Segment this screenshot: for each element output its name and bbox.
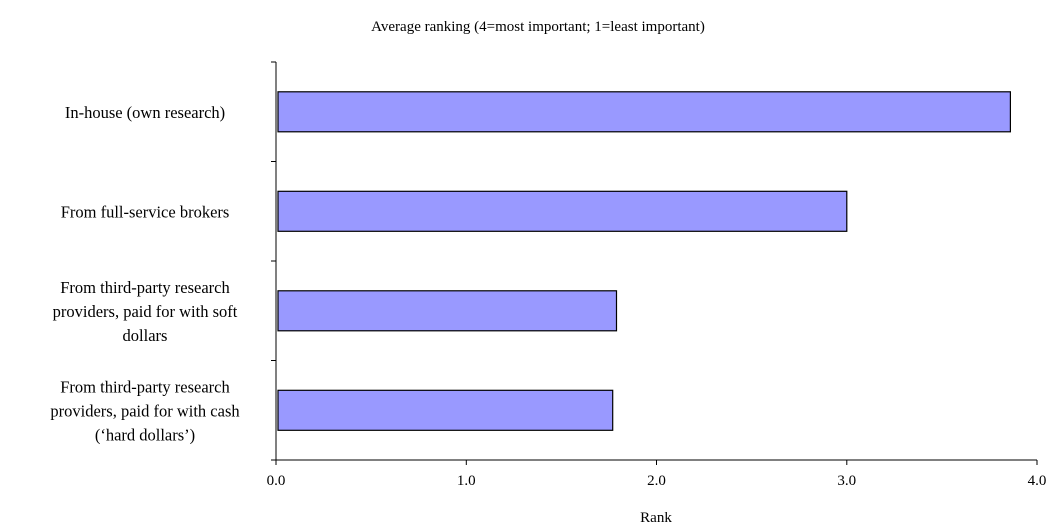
bar-3 — [277, 290, 618, 332]
x-tick-label: 0.0 — [267, 473, 286, 489]
chart-title: Average ranking (4=most important; 1=lea… — [371, 19, 705, 35]
bar-2 — [277, 190, 848, 232]
x-tick-label: 2.0 — [647, 473, 666, 489]
category-label-line: providers, paid for with soft — [53, 302, 238, 321]
category-label-3: From third-party research providers, paid… — [53, 278, 238, 345]
category-label-1: In-house (own research) — [65, 103, 225, 122]
category-label-line: From third-party research — [60, 377, 230, 396]
category-label-line: providers, paid for with cash — [50, 401, 240, 420]
bar-4 — [277, 389, 614, 431]
x-axis-title: Rank — [640, 510, 672, 526]
bar-1 — [277, 91, 1012, 133]
category-label-2: From full-service brokers — [61, 202, 230, 221]
category-label-line: dollars — [123, 326, 168, 345]
y-ticks-layer — [271, 61, 276, 461]
category-label-4: From third-party research providers, paid… — [50, 377, 240, 444]
category-labels-layer: In-house (own research) From full-service… — [50, 103, 240, 444]
bars-layer — [277, 91, 1012, 431]
x-tick-label: 1.0 — [457, 473, 476, 489]
x-tick-label: 3.0 — [837, 473, 856, 489]
category-label-line: In-house (own research) — [65, 103, 225, 122]
x-tick-label: 4.0 — [1028, 473, 1047, 489]
category-label-line: From full-service brokers — [61, 202, 230, 221]
category-label-line: From third-party research — [60, 278, 230, 297]
x-ticks-layer: 0.0 1.0 2.0 3.0 4.0 — [267, 460, 1047, 489]
category-label-line: (‘hard dollars’) — [95, 425, 195, 444]
